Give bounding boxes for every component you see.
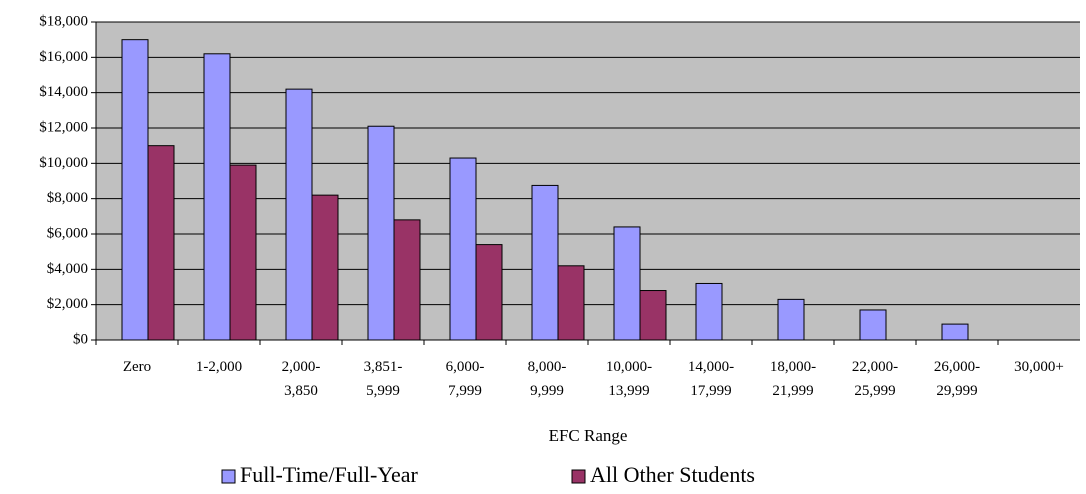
bar [557,265,585,341]
y-tick-label: $2,000 [47,296,88,312]
x-tick-label: 26,000-29,999 [934,359,980,399]
bar [393,219,421,341]
x-axis-title: EFC Range [549,426,628,445]
y-tick-label: $8,000 [47,190,88,206]
x-tick-label: 2,000-3,850 [282,359,321,399]
bar [121,39,149,341]
x-tick-label: Zero [123,359,151,375]
bar [613,226,641,341]
plot-area [96,22,1080,340]
y-tick-label: $12,000 [39,119,88,135]
bar [695,282,723,341]
y-tick-label: $14,000 [39,84,88,100]
bar [639,290,667,341]
legend-swatch [571,469,586,484]
x-tick-label: 8,000-9,999 [528,359,567,399]
x-tick-label: 30,000+ [1014,359,1064,375]
legend-label: Full-Time/Full-Year [240,462,419,487]
bar [367,125,395,341]
bar [531,184,559,341]
x-tick-label: 22,000-25,999 [852,359,898,399]
x-tick-label: 1-2,000 [196,359,242,375]
x-tick-label: 10,000-13,999 [606,359,652,399]
bar [285,88,313,341]
bar [229,164,257,341]
y-tick-label: $0 [73,331,88,347]
x-tick-label: 14,000-17,999 [688,359,734,399]
bar [203,53,231,341]
legend-label: All Other Students [590,462,755,487]
y-tick-label: $16,000 [39,49,88,65]
bar [147,145,175,341]
x-tick-label: 3,851-5,999 [364,359,403,399]
y-tick-label: $4,000 [47,261,88,277]
bar [475,244,503,341]
y-tick-label: $6,000 [47,225,88,241]
x-tick-label: 6,000-7,999 [446,359,485,399]
bar [941,323,969,341]
y-tick-label: $10,000 [39,155,88,171]
bar [311,194,339,341]
bar [777,298,805,341]
legend-swatch [221,469,236,484]
y-tick-label: $18,000 [39,13,88,29]
bar [859,309,887,341]
x-tick-label: 18,000-21,999 [770,359,816,399]
bar [449,157,477,341]
